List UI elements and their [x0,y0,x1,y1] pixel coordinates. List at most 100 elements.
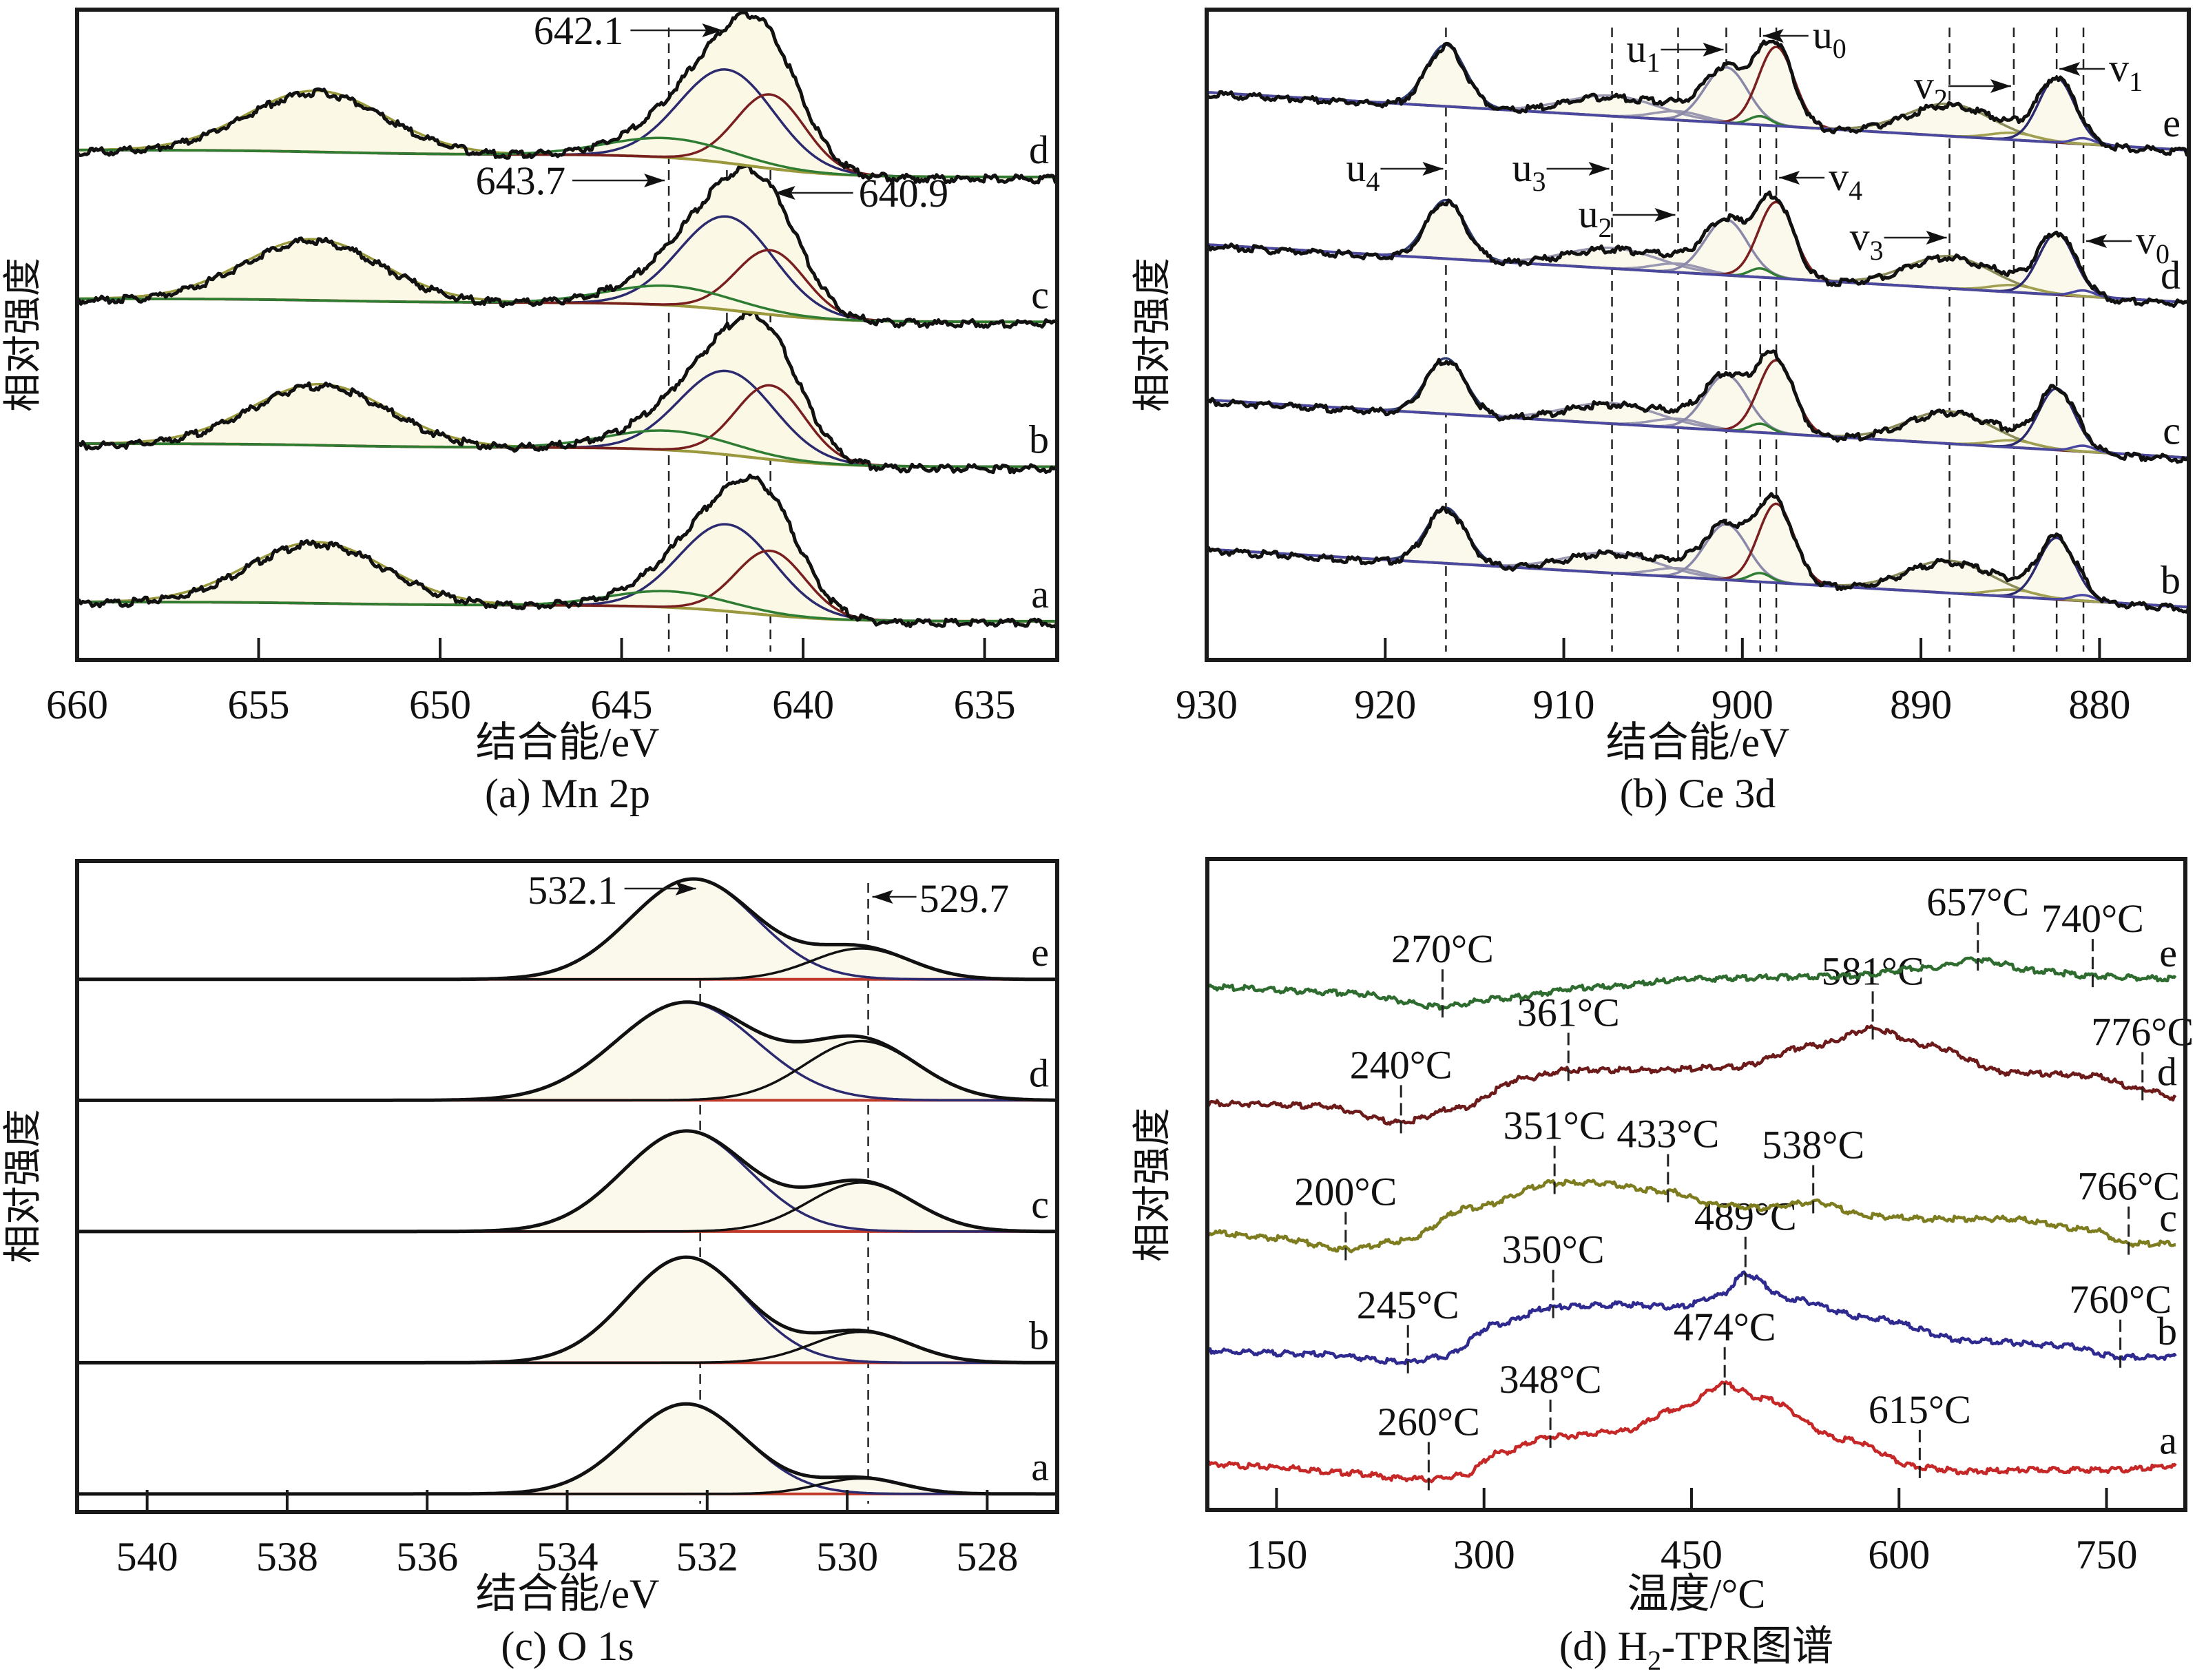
tpr-peak-label: 245°C [1357,1283,1459,1327]
panel-tpr: 260°C 348°C 474°C 615°C a 245°C 350°C 489°C 760°… [1130,857,2194,1676]
tpr-peak-label: 260°C [1377,1400,1480,1444]
mn2p-xtick-label: 660 [46,682,108,727]
tpr-series-a: 260°C 348°C 474°C 615°C a [1206,1305,2177,1493]
o1s-xtick-label: 538 [256,1534,318,1579]
tpr-caption: (d) H2-TPR图谱 [1559,1624,1833,1676]
tpr-peak-label: 657°C [1926,880,2029,924]
tpr-frame [1205,857,2187,1512]
ce3d-peak-subscript: 2 [1598,212,1612,243]
mn2p-ylabel: 相对强度 [1,258,45,412]
mn2p-component-b-1 [77,369,1057,468]
o1s-xtick-label: 536 [396,1534,458,1579]
tpr-peak-label: 581°C [1822,948,1924,993]
ce3d-peak-letter: u [1346,145,1366,190]
tpr-xtick-label: 450 [1661,1532,1723,1577]
o1s-series-d: d [77,1000,1057,1102]
tpr-series-b: 245°C 350°C 489°C 760°Cb [1206,1194,2177,1376]
mn2p-component-d-1 [77,68,1057,178]
ce3d-curve-label: d [2161,253,2181,298]
ce3d-caption: (b) Ce 3d [1620,771,1776,816]
ce3d-xtick-label: 900 [1712,682,1773,727]
mn2p-xlabel: 结合能/eV [476,720,660,765]
ce3d-envelope-c [1206,349,2191,464]
ce3d-peak-letter: u [1512,145,1532,190]
ce3d-peak-letter: u [1626,26,1646,71]
o1s-fill-b [77,1257,1057,1363]
mn2p-arrowhead [644,174,665,187]
tpr-peak-label: 776°C [2091,1009,2194,1054]
tpr-caption-main: (d) H [1559,1624,1647,1669]
tpr-peak-label: 433°C [1616,1112,1719,1157]
ce3d-peak-annotation: v2 [1914,63,2011,114]
ce3d-peak-annotation: u0 [1762,12,1846,64]
tpr-curve-label: b [2157,1309,2177,1354]
o1s-fill-c [77,1130,1057,1232]
ce3d-peak-letter: v [1850,214,1870,259]
mn2p-component-c-1 [77,215,1057,324]
mn2p-annotation: 643.7 [476,158,566,203]
ce3d-component-b-9 [1206,548,2189,609]
mn2p-envelope-b [76,309,1059,475]
ce3d-peak-label: u1 [1626,26,1660,78]
ce3d-curve-label: c [2163,408,2181,453]
o1s-fill-e [77,879,1057,979]
o1s-envelope-e [77,877,1057,982]
ce3d-peak-subscript: 0 [2156,238,2170,269]
ce3d-peak-annotation: u4 [1346,145,1444,197]
ce3d-peak-letter: v [2136,218,2156,262]
tpr-xtick-label: 300 [1453,1532,1515,1577]
tpr-curve-a [1206,1380,2177,1484]
tpr-curve-e [1207,956,2177,1011]
tpr-peak-label: 350°C [1502,1227,1605,1272]
o1s-fill-d [77,1002,1057,1101]
ce3d-peak-subscript: 3 [1870,235,1884,266]
mn2p-annotation: 642.1 [534,8,624,53]
o1s-caption: (c) O 1s [501,1624,634,1669]
ce3d-envelope-e [1205,39,2189,157]
mn2p-series-d: d [75,10,1058,185]
tpr-ylabel: 相对强度 [1130,1108,1175,1262]
ce3d-peak-label: u2 [1578,191,1612,243]
o1s-annotation: 532.1 [528,868,618,913]
mn2p-series-b: b [76,309,1059,475]
o1s-series-a: a [77,1402,1057,1496]
o1s-curve-label: b [1029,1313,1049,1358]
o1s-xtick-label: 534 [537,1534,599,1579]
tpr-curve-b [1206,1270,2177,1366]
ce3d-curve-label: b [2161,557,2181,602]
ce3d-xtick-label: 930 [1176,682,1238,727]
mn2p-annotation: 640.9 [859,171,949,216]
tpr-peak-label: 200°C [1294,1170,1397,1214]
tpr-xlabel: 温度/°C [1627,1571,1766,1617]
ce3d-envelope-b [1205,492,2191,614]
o1s-xlabel: 结合能/eV [476,1571,660,1617]
ce3d-peak-subscript: 2 [1934,83,1948,114]
ce3d-peak-label: v1 [2109,45,2143,97]
mn2p-series-a: a [75,473,1059,629]
tpr-peak-label: 740°C [2041,896,2144,941]
o1s-curve-label: c [1031,1182,1049,1227]
o1s-series-b: b [77,1255,1057,1365]
ce3d-arrowhead [1926,231,1947,245]
ce3d-peak-label: u4 [1346,145,1380,197]
tpr-curve-label: c [2159,1196,2177,1241]
ce3d-peak-letter: u [1578,191,1598,236]
ce3d-peak-label: u3 [1512,145,1546,197]
ce3d-envelope-d [1206,190,2189,308]
tpr-caption-sub: 2 [1647,1645,1661,1676]
mn2p-series-c: c [76,163,1058,329]
o1s-plot: a b c d e 540 538 536 534 532 530 528 532.1 529.7 [77,868,1057,1579]
ce3d-ylabel: 相对强度 [1130,258,1175,412]
ce3d-peak-annotation: v3 [1850,214,1947,266]
tpr-peak-label: 351°C [1504,1103,1606,1148]
ce3d-peak-label: v4 [1829,154,1862,206]
o1s-curve-label: a [1031,1444,1049,1489]
o1s-arrowhead [675,882,696,895]
mn2p-envelope-c [76,163,1058,329]
ce3d-peak-annotation: u2 [1578,191,1676,243]
tpr-peak-label: 760°C [2069,1277,2172,1322]
ce3d-arrowhead [1703,43,1724,56]
ce3d-peak-letter: u [1813,12,1833,57]
